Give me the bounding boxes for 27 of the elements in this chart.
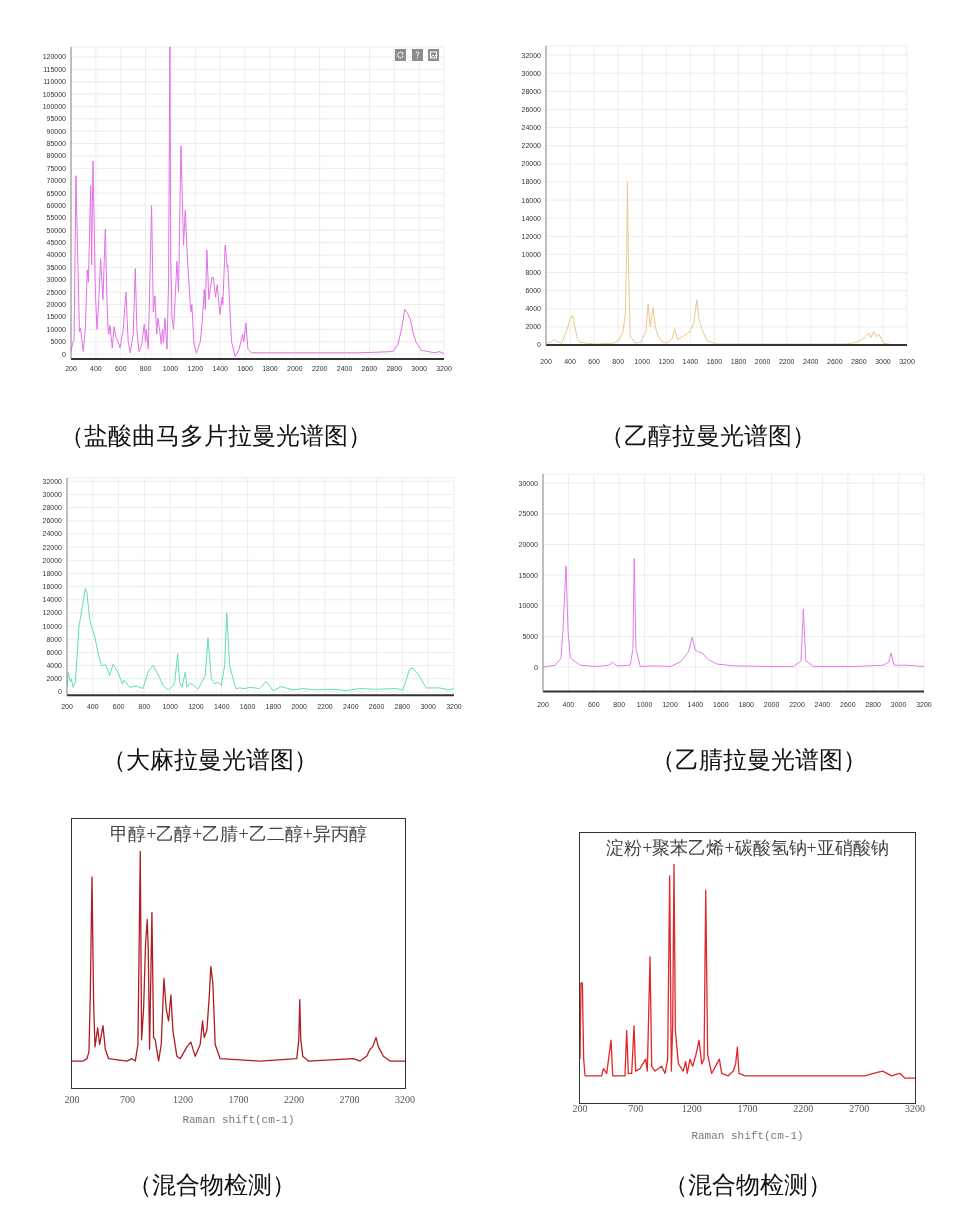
x-tick-label: 700 [120, 1094, 135, 1106]
x-tick-label: 2700 [849, 1103, 870, 1115]
line-series [67, 588, 454, 692]
line-series [543, 558, 924, 668]
text: （乙腈拉曼光谱图） [650, 746, 868, 774]
x-tick-label: 2200 [284, 1094, 304, 1106]
chart-title: 甲醇+乙醇+乙腈+乙二醇+异丙醇 [109, 823, 368, 845]
x-tick-label: 200 [572, 1103, 588, 1115]
x-tick-label: 1200 [173, 1094, 193, 1106]
x-tick-label: 1200 [681, 1103, 702, 1115]
x-tick-label: 700 [628, 1103, 644, 1115]
x-tick-label: 1700 [228, 1094, 249, 1106]
text: （盐酸曲马多片拉曼光谱图） [59, 422, 373, 450]
x-tick-label: 200 [64, 1094, 80, 1106]
text: （混合物检测） [663, 1171, 833, 1199]
x-tick-label: 2700 [339, 1094, 360, 1106]
text: （大麻拉曼光谱图） [101, 746, 319, 774]
text: （乙醇拉曼光谱图） [599, 422, 817, 450]
x-tick-label: 2200 [793, 1103, 814, 1115]
chart-title: 淀粉+聚苯乙烯+碳酸氢钠+亚硝酸钠 [605, 837, 890, 859]
text: （混合物检测） [127, 1171, 297, 1199]
line-series [71, 46, 444, 357]
x-tick-label: 1700 [737, 1103, 758, 1115]
x-tick-label: 3200 [905, 1103, 925, 1115]
x-axis-title: Raman shift(cm-1) [181, 1113, 296, 1127]
x-tick-label: 3200 [395, 1094, 415, 1106]
x-axis-title: Raman shift(cm-1) [690, 1129, 805, 1143]
